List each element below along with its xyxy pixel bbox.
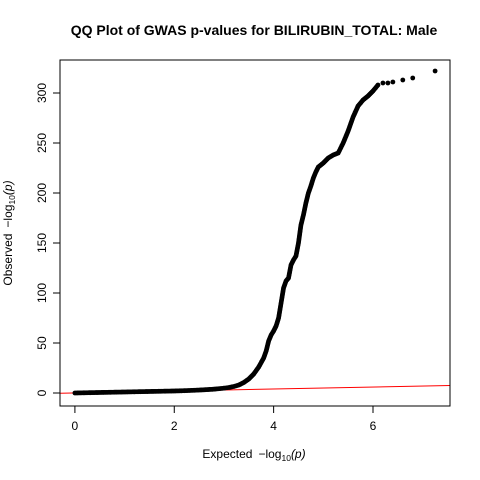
x-tick-label: 6 <box>370 419 377 433</box>
chart-title: QQ Plot of GWAS p-values for BILIRUBIN_T… <box>71 22 438 38</box>
y-tick-label: 300 <box>35 83 49 103</box>
y-tick-label: 200 <box>35 183 49 203</box>
data-point <box>410 75 416 81</box>
y-tick-label: 100 <box>35 283 49 303</box>
y-axis: 0 50 100 150 200 250 300 <box>35 83 61 396</box>
data-point <box>374 83 380 89</box>
data-point <box>432 68 438 74</box>
y-tick-label: 50 <box>35 336 49 350</box>
x-tick-label: 4 <box>270 419 277 433</box>
x-axis-label: Expected −log10(p) <box>202 447 305 463</box>
data-point <box>385 80 391 86</box>
data-point <box>400 77 406 83</box>
y-tick-label: 250 <box>35 133 49 153</box>
y-axis-label: Observed−log10(p) <box>1 180 17 285</box>
data-point <box>390 79 396 85</box>
x-tick-label: 0 <box>72 419 79 433</box>
x-axis: 0 2 4 6 <box>72 405 377 433</box>
data-point <box>380 80 386 86</box>
y-tick-label: 0 <box>35 389 49 396</box>
y-tick-label: 150 <box>35 233 49 253</box>
points-layer <box>72 68 438 396</box>
x-tick-label: 2 <box>171 419 178 433</box>
